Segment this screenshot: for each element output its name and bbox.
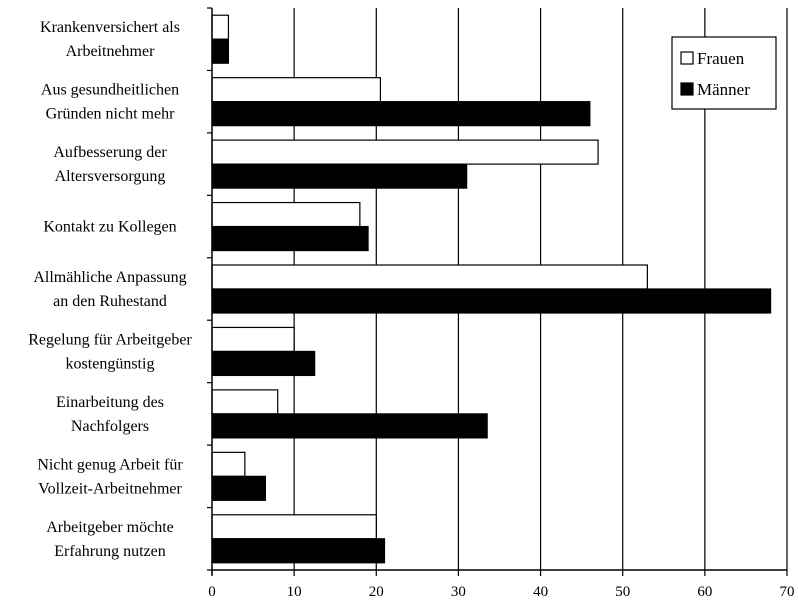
category-label-7: Nicht genug Arbeit für Vollzeit-Arbeitneh… [37, 456, 183, 497]
tick-labels: 0 10 20 30 40 50 60 70 [208, 584, 794, 600]
bar-frauen-2 [211, 139, 599, 165]
bar-männer-1 [211, 101, 591, 127]
x-tick-label-30: 30 [451, 584, 466, 600]
x-tick-label-70: 70 [780, 584, 795, 600]
legend-swatch-frauen [680, 51, 694, 65]
x-tick-label-60: 60 [697, 584, 712, 600]
category-label-6: Einarbeitung des Nachfolgers [56, 394, 164, 435]
category-labels: Krankenversichert als Arbeitnehmer Aus ges… [28, 19, 192, 560]
bar-männer-4 [211, 288, 772, 314]
bar-frauen-0 [211, 14, 230, 40]
legend-swatch-männer [680, 82, 694, 96]
bar-männer-3 [211, 225, 369, 252]
legend-label-männer: Männer [697, 80, 750, 99]
axes [207, 7, 788, 576]
bar-frauen-4 [211, 264, 648, 290]
bar-männer-0 [211, 38, 230, 64]
bar-frauen-5 [211, 326, 295, 353]
bars [211, 14, 772, 564]
legend-box [671, 36, 777, 110]
category-label-3: Kontakt zu Kollegen [43, 219, 176, 236]
legend: Frauen Männer [671, 36, 777, 110]
x-tick-label-40: 40 [533, 584, 548, 600]
bar-frauen-7 [211, 451, 246, 477]
x-tick-label-20: 20 [369, 584, 384, 600]
category-label-4: Allmähliche Anpassung an den Ruhestand [33, 269, 186, 310]
bar-frauen-1 [211, 77, 381, 103]
bar-männer-8 [211, 538, 386, 564]
bar-frauen-8 [211, 514, 377, 540]
category-label-2: Aufbesserung der Altersversorgung [53, 144, 167, 185]
bar-männer-6 [211, 413, 488, 439]
x-tick-label-50: 50 [615, 584, 630, 600]
category-label-5: Regelung für Arbeitgeber kostengünstig [28, 331, 192, 372]
x-tick-label-10: 10 [287, 584, 302, 600]
category-label-8: Arbeitgeber möchte Erfahrung nutzen [46, 519, 174, 560]
bar-frauen-6 [211, 389, 279, 415]
bar-männer-5 [211, 350, 316, 377]
bar-frauen-3 [211, 201, 361, 228]
category-label-1: Aus gesundheitlichen Gründen nicht mehr [41, 82, 179, 123]
bar-männer-7 [211, 475, 266, 501]
x-tick-label-0: 0 [208, 584, 216, 600]
category-label-0: Krankenversichert als Arbeitnehmer [40, 19, 180, 60]
bar-männer-2 [211, 163, 468, 189]
legend-label-frauen: Frauen [697, 49, 745, 68]
